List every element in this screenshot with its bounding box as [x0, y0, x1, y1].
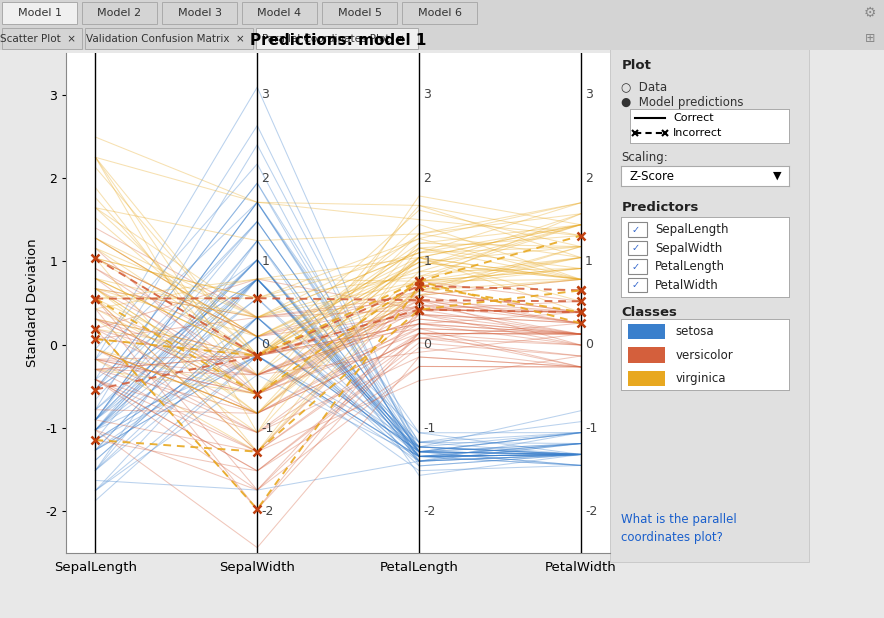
FancyBboxPatch shape [629, 278, 647, 292]
Text: versicolor: versicolor [675, 349, 733, 362]
FancyBboxPatch shape [322, 2, 397, 24]
Text: Predictors: Predictors [621, 201, 699, 214]
Text: ✓: ✓ [631, 243, 640, 253]
Text: -2: -2 [262, 505, 274, 518]
Text: 2: 2 [262, 172, 270, 185]
Text: -2: -2 [423, 505, 436, 518]
FancyBboxPatch shape [85, 28, 253, 49]
FancyBboxPatch shape [82, 2, 157, 24]
FancyBboxPatch shape [242, 2, 317, 24]
Text: ✓: ✓ [631, 280, 640, 290]
Text: ✓: ✓ [631, 261, 640, 272]
Text: Scaling:: Scaling: [621, 151, 668, 164]
FancyBboxPatch shape [629, 260, 647, 274]
Text: SepalLength: SepalLength [655, 223, 728, 236]
Text: Model 5: Model 5 [338, 8, 382, 18]
Bar [629, 324, 665, 339]
Text: Model 1: Model 1 [18, 8, 62, 18]
Text: Z-Score: Z-Score [630, 169, 674, 182]
Text: Scatter Plot  ×: Scatter Plot × [0, 33, 76, 43]
Text: Correct: Correct [674, 113, 714, 123]
FancyBboxPatch shape [2, 28, 82, 49]
Text: -1: -1 [423, 421, 436, 434]
FancyBboxPatch shape [629, 241, 647, 255]
Text: Incorrect: Incorrect [674, 128, 722, 138]
Text: 1: 1 [585, 255, 593, 268]
Text: -1: -1 [585, 421, 598, 434]
Text: 1: 1 [423, 255, 431, 268]
Text: virginica: virginica [675, 372, 726, 385]
FancyBboxPatch shape [2, 2, 77, 24]
Text: ⊞: ⊞ [865, 32, 875, 44]
Bar [629, 347, 665, 363]
Text: 0: 0 [262, 338, 270, 351]
Text: 3: 3 [262, 88, 270, 101]
Text: 2: 2 [423, 172, 431, 185]
Text: ●  Model predictions: ● Model predictions [621, 96, 744, 109]
Text: 0: 0 [423, 338, 431, 351]
Text: Model 4: Model 4 [257, 8, 301, 18]
Text: Model 6: Model 6 [417, 8, 461, 18]
Text: setosa: setosa [675, 325, 713, 338]
Text: Validation Confusion Matrix  ×: Validation Confusion Matrix × [86, 33, 244, 43]
Text: ⚙: ⚙ [864, 6, 876, 20]
FancyBboxPatch shape [256, 28, 418, 49]
Title: Predictions: model 1: Predictions: model 1 [250, 33, 426, 48]
Text: Model 2: Model 2 [97, 8, 141, 18]
Text: -2: -2 [585, 505, 598, 518]
Text: Classes: Classes [621, 306, 677, 319]
Text: 0: 0 [585, 338, 593, 351]
Bar [629, 371, 665, 386]
Text: SepalWidth: SepalWidth [655, 242, 722, 255]
Y-axis label: Standard Deviation: Standard Deviation [27, 239, 40, 368]
Text: Plot: Plot [621, 59, 652, 72]
Text: 3: 3 [585, 88, 593, 101]
Text: Model 3: Model 3 [178, 8, 222, 18]
Text: 3: 3 [423, 88, 431, 101]
Text: -1: -1 [262, 421, 274, 434]
FancyBboxPatch shape [629, 222, 647, 237]
Text: ○  Data: ○ Data [621, 80, 667, 93]
FancyBboxPatch shape [402, 2, 477, 24]
Text: 2: 2 [585, 172, 593, 185]
Text: 1: 1 [262, 255, 270, 268]
FancyBboxPatch shape [162, 2, 237, 24]
Text: PetalWidth: PetalWidth [655, 279, 719, 292]
Text: ✓: ✓ [631, 225, 640, 235]
Text: Parallel Coordinates Plot  ×: Parallel Coordinates Plot × [262, 33, 404, 43]
Text: PetalLength: PetalLength [655, 260, 725, 273]
Text: ▼: ▼ [773, 171, 781, 181]
Text: What is the parallel
coordinates plot?: What is the parallel coordinates plot? [621, 513, 737, 544]
